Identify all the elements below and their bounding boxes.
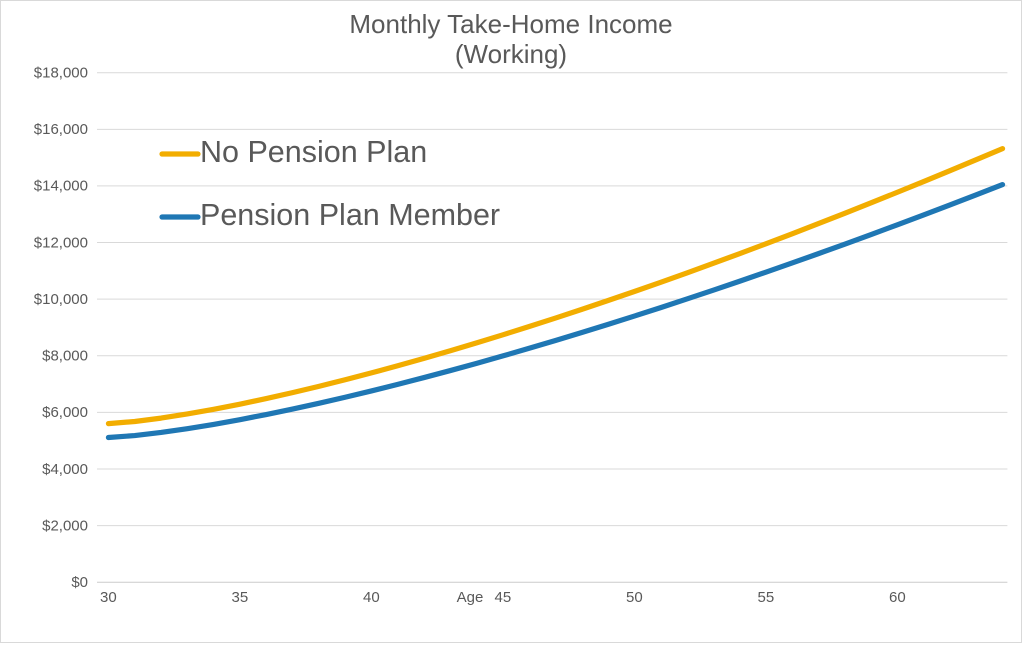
svg-text:$14,000: $14,000 [34, 178, 88, 195]
svg-text:60: 60 [889, 589, 906, 606]
svg-text:40: 40 [363, 589, 380, 606]
svg-text:Pension Plan Member: Pension Plan Member [200, 198, 500, 232]
svg-text:$2,000: $2,000 [42, 517, 88, 534]
svg-text:30: 30 [100, 589, 117, 606]
svg-text:No Pension Plan: No Pension Plan [200, 135, 427, 169]
svg-text:Age: Age [457, 589, 484, 606]
svg-text:55: 55 [758, 589, 775, 606]
svg-text:35: 35 [232, 589, 249, 606]
svg-text:$0: $0 [71, 574, 88, 591]
svg-text:50: 50 [626, 589, 643, 606]
svg-text:45: 45 [495, 589, 512, 606]
svg-text:$10,000: $10,000 [34, 291, 88, 308]
svg-text:$6,000: $6,000 [42, 404, 88, 421]
svg-text:$8,000: $8,000 [42, 348, 88, 365]
svg-text:$12,000: $12,000 [34, 234, 88, 251]
svg-text:$4,000: $4,000 [42, 461, 88, 478]
svg-text:$16,000: $16,000 [34, 121, 88, 138]
svg-text:$18,000: $18,000 [34, 65, 88, 82]
